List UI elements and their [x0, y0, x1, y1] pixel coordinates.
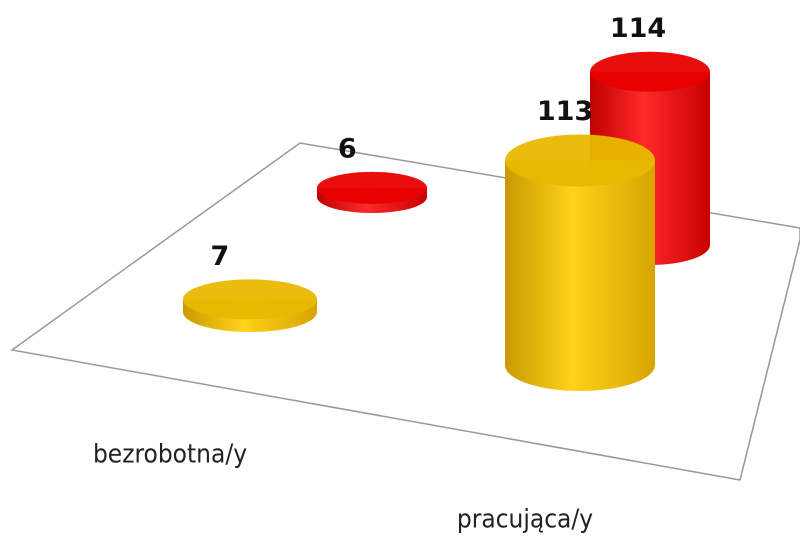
floor	[10, 142, 800, 481]
cylinder	[183, 279, 317, 332]
data-label: 7	[210, 241, 229, 272]
cylinder-top	[505, 134, 655, 187]
cylinder	[505, 134, 655, 391]
cylinder-top	[183, 279, 317, 320]
x-tick-label: pracująca/y	[457, 505, 593, 535]
x-tick-label: bezrobotna/y	[93, 440, 247, 470]
cylinder-body	[505, 160, 655, 391]
data-label: 6	[338, 133, 357, 164]
cylinder-top	[590, 51, 710, 92]
data-label: 114	[610, 13, 666, 44]
data-label: 113	[537, 96, 593, 127]
cylinder-top	[317, 171, 427, 204]
cylinder	[317, 171, 427, 213]
